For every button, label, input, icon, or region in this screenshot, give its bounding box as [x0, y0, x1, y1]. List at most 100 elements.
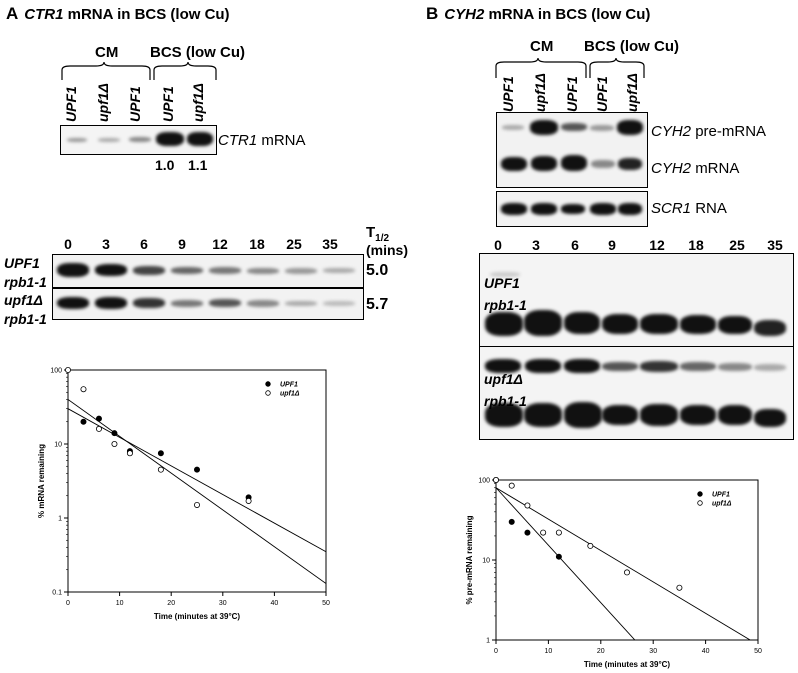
band [524, 310, 562, 336]
band [530, 120, 558, 135]
x-tick-label: 40 [702, 648, 710, 655]
data-point-open [80, 386, 87, 393]
y-axis-label: % pre-mRNA remaining [465, 515, 474, 604]
panel-b-chase-blot-upf1d [479, 346, 794, 440]
data-point-open [524, 502, 531, 509]
band [531, 203, 557, 215]
legend-marker [697, 500, 703, 506]
fit-line [68, 399, 326, 584]
band [561, 155, 587, 171]
panel-b-time-12: 12 [649, 237, 665, 253]
band [680, 362, 716, 371]
panel-b-lane-5: upf1Δ [624, 73, 640, 112]
fit-line [68, 408, 326, 553]
scr1-gene: SCR1 [651, 200, 692, 217]
t-half-sub: 1/2 [375, 233, 390, 244]
panel-a-lane-2: upf1Δ [95, 83, 111, 122]
band [524, 403, 562, 427]
fit-line [496, 487, 751, 640]
band [564, 402, 602, 428]
band [247, 268, 279, 274]
panel-a-ratio-2: 1.1 [188, 157, 208, 173]
band [133, 298, 165, 308]
panel-b-title-gene: CYH2 [444, 6, 485, 23]
data-point-open [540, 529, 547, 536]
row-line1: upf1Δ [484, 371, 523, 387]
y-tick-label: 100 [50, 368, 62, 375]
band [602, 405, 638, 425]
panel-a-time-25: 25 [286, 236, 302, 252]
band [754, 320, 786, 336]
band [590, 203, 616, 215]
data-point-open [65, 366, 72, 373]
band [95, 297, 127, 309]
panel-b-lane-2: upf1Δ [532, 73, 548, 112]
panel-b-pre-mrna-label: CYH2 pre-mRNA [651, 123, 766, 140]
data-point-open [157, 466, 164, 473]
legend-marker [697, 491, 703, 497]
panel-b-time-18: 18 [688, 237, 704, 253]
row-line2: rpb1-1 [4, 274, 47, 290]
panel-b-time-25: 25 [729, 237, 745, 253]
panel-b-time-35: 35 [767, 237, 783, 253]
band [618, 203, 642, 215]
panel-b-scr1-blot [496, 191, 648, 227]
panel-a-time-12: 12 [212, 236, 228, 252]
band [209, 267, 241, 274]
band [525, 359, 561, 373]
band [285, 268, 317, 274]
band [502, 125, 524, 130]
x-axis-label: Time (minutes at 39°C) [584, 660, 671, 669]
panel-a-ratio-1: 1.0 [155, 157, 175, 173]
panel-a-group-cm: CM [95, 44, 119, 61]
mrna-rest: mRNA [695, 160, 740, 177]
panel-b-row-2-label: upf1Δ rpb1-1 [484, 368, 527, 412]
y-tick-label: 1 [58, 516, 62, 523]
panel-b-scr1-label: SCR1 RNA [651, 200, 727, 217]
panel-a-lane-3: UPF1 [127, 86, 143, 122]
x-tick-label: 10 [116, 600, 124, 607]
fit-line [496, 487, 636, 640]
band [95, 264, 127, 276]
panel-b-row-1-label: UPF1 rpb1-1 [484, 272, 527, 316]
data-point-open [111, 441, 118, 448]
panel-b-decay-chart: 0 10 20 30 40 50 1 10 100 Time (minutes at 39°C)%… [465, 477, 762, 669]
y-tick-label: 10 [482, 558, 490, 565]
x-tick-label: 50 [754, 648, 762, 655]
band [754, 409, 786, 427]
panel-a-lane-5: upf1Δ [190, 83, 206, 122]
panel-a-time-35: 35 [322, 236, 338, 252]
panel-a-t-half-upf1: 5.0 [366, 262, 389, 279]
pre-gene: CYH2 [651, 123, 692, 140]
band [501, 203, 527, 215]
data-point-open [126, 450, 133, 457]
x-tick-label: 30 [649, 648, 657, 655]
band [602, 362, 638, 371]
band [640, 361, 678, 372]
panel-a-t-half-unit: (mins) [366, 242, 408, 258]
panel-a-chase-blot-upf1 [52, 254, 364, 288]
legend-marker [265, 381, 271, 387]
band [618, 158, 642, 170]
y-tick-label: 1 [486, 638, 490, 645]
panel-b-time-3: 3 [532, 237, 540, 253]
data-point-filled [80, 418, 87, 425]
x-tick-label: 0 [494, 648, 498, 655]
panel-a-chase-blot-upf1d [52, 288, 364, 320]
row-line2: rpb1-1 [4, 311, 47, 327]
data-point-open [555, 529, 562, 536]
x-tick-label: 40 [271, 600, 279, 607]
band [57, 263, 89, 277]
panel-a-lane-4: UPF1 [160, 86, 176, 122]
x-axis-label: Time (minutes at 39°C) [154, 612, 241, 621]
panel-a-row-2-label: upf1Δ rpb1-1 [4, 291, 47, 329]
band [171, 300, 203, 307]
data-point-filled [508, 518, 515, 525]
band [718, 316, 752, 334]
panel-b-group-cm: CM [530, 38, 554, 55]
panel-a-title-gene: CTR1 [24, 6, 64, 23]
panel-a-title: A CTR1 mRNA in BCS (low Cu) [6, 4, 230, 24]
legend-label: upf1Δ [712, 501, 732, 508]
band [133, 266, 165, 275]
panel-a-group-brackets [61, 61, 217, 80]
